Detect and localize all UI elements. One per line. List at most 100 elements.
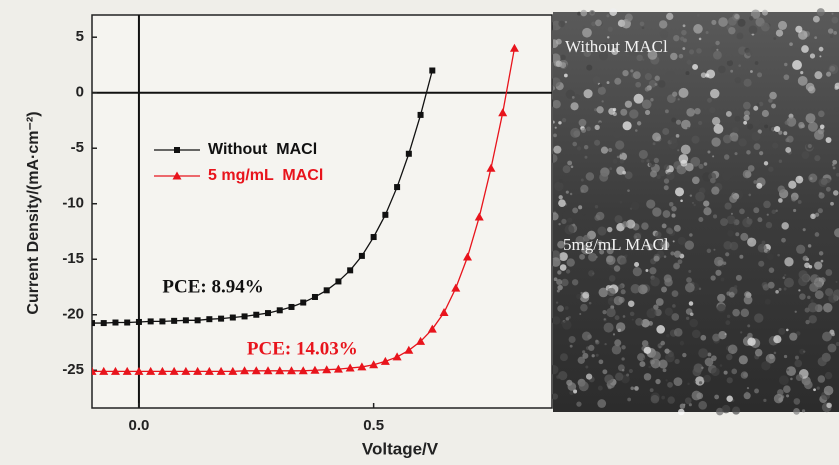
grain <box>698 164 703 169</box>
grain <box>734 223 736 225</box>
grain <box>553 134 557 138</box>
grain <box>661 286 667 292</box>
grain <box>682 47 685 50</box>
grain <box>599 122 602 125</box>
grain <box>772 210 776 214</box>
grain <box>813 16 820 23</box>
grain <box>627 398 631 402</box>
grain <box>652 207 661 216</box>
grain <box>674 328 683 337</box>
data-point <box>124 320 130 326</box>
grain <box>799 270 808 279</box>
grain <box>570 128 580 138</box>
grain <box>695 192 705 202</box>
grain <box>832 160 837 165</box>
grain <box>592 272 594 274</box>
grain <box>623 315 626 318</box>
data-point <box>312 294 318 300</box>
grain <box>601 147 608 154</box>
grain <box>739 255 743 259</box>
grain <box>666 172 674 180</box>
grain <box>641 159 644 162</box>
grain <box>801 124 805 128</box>
grain <box>731 213 733 215</box>
grain <box>612 345 622 355</box>
data-point <box>112 320 118 326</box>
grain <box>690 312 694 316</box>
grain <box>778 186 785 193</box>
grain <box>680 199 683 202</box>
grain <box>656 298 664 306</box>
grain <box>724 53 732 61</box>
grain <box>710 178 716 184</box>
grain <box>646 159 649 162</box>
grain <box>634 386 639 391</box>
grain <box>734 285 737 288</box>
grain <box>725 252 729 256</box>
grain <box>664 164 670 170</box>
grain <box>680 403 685 408</box>
grain <box>584 156 587 159</box>
grain <box>602 310 606 314</box>
y-tick-label: -5 <box>71 139 84 156</box>
grain <box>755 349 763 357</box>
grain <box>712 155 714 157</box>
grain <box>834 86 838 90</box>
grain <box>727 315 730 318</box>
grain <box>615 373 623 381</box>
grain <box>747 387 749 389</box>
grain <box>691 108 693 110</box>
grain <box>767 214 769 216</box>
annotation: PCE: 14.03% <box>247 339 358 360</box>
grain <box>834 107 839 112</box>
grain <box>755 61 759 65</box>
grain <box>621 345 625 349</box>
grain <box>711 137 720 146</box>
grain <box>556 375 560 379</box>
grain <box>637 353 645 361</box>
grain <box>653 142 656 145</box>
grain <box>833 167 836 170</box>
grain <box>826 403 832 409</box>
grain <box>727 215 736 224</box>
grain <box>819 192 825 198</box>
grain <box>555 127 557 129</box>
grain <box>556 39 562 45</box>
grain <box>707 98 712 103</box>
grain <box>670 251 674 255</box>
grain <box>798 200 802 204</box>
grain <box>599 359 604 364</box>
grain <box>818 357 827 366</box>
grain <box>645 269 648 272</box>
grain <box>746 218 752 224</box>
grain <box>597 399 606 408</box>
grain <box>814 261 822 269</box>
page: Without MACl 5mg/mL MACl Voltage/V Curre… <box>0 0 839 465</box>
grain <box>678 259 683 264</box>
grain <box>558 199 566 207</box>
grain <box>795 356 799 360</box>
grain <box>650 98 653 101</box>
grain <box>559 179 563 183</box>
grain <box>580 292 582 294</box>
grain <box>789 333 797 341</box>
grain <box>714 124 724 134</box>
legend-label: Without MACl <box>208 141 317 158</box>
grain <box>614 265 620 271</box>
grain <box>655 379 660 384</box>
grain <box>680 160 687 167</box>
grain <box>678 98 680 100</box>
grain <box>698 401 707 410</box>
grain <box>726 111 732 117</box>
grain <box>738 64 741 67</box>
grain <box>602 369 607 374</box>
y-tick-label: 0 <box>76 84 84 101</box>
data-point <box>253 312 259 318</box>
grain <box>569 336 576 343</box>
grain <box>609 167 612 170</box>
grain <box>821 260 824 263</box>
grain <box>810 299 813 302</box>
grain <box>655 76 660 81</box>
grain <box>671 214 675 218</box>
grain <box>715 41 719 45</box>
